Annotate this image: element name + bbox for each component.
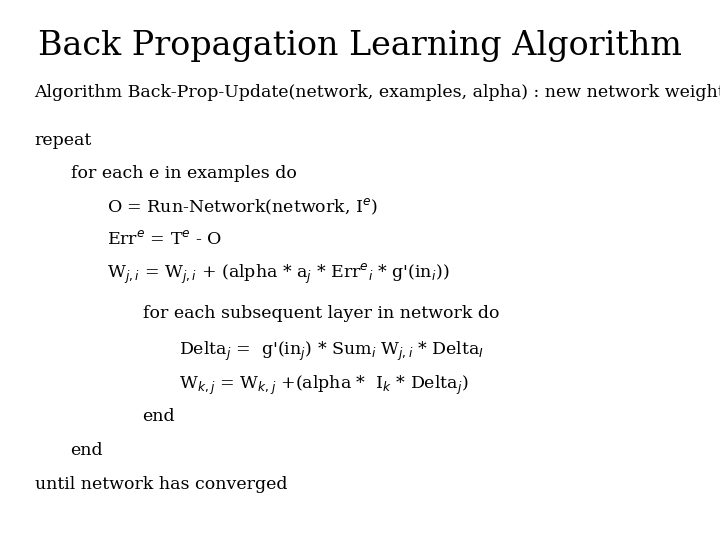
Text: Algorithm Back-Prop-Update(network, examples, alpha) : new network weights: Algorithm Back-Prop-Update(network, exam… xyxy=(35,84,720,100)
Text: Err$^e$ = T$^e$ - O: Err$^e$ = T$^e$ - O xyxy=(107,230,222,247)
Text: end: end xyxy=(71,442,103,459)
Text: until network has converged: until network has converged xyxy=(35,476,287,493)
Text: W$_{j,i}$ = W$_{j,i}$ + (alpha * a$_j$ * Err$^e$$_i$ * g'(in$_i$)): W$_{j,i}$ = W$_{j,i}$ + (alpha * a$_j$ *… xyxy=(107,262,449,286)
Text: O = Run-Network(network, I$^e$): O = Run-Network(network, I$^e$) xyxy=(107,197,377,217)
Text: Delta$_j$ =  g'(in$_j$) * Sum$_i$ W$_{j,i}$ * Delta$_I$: Delta$_j$ = g'(in$_j$) * Sum$_i$ W$_{j,i… xyxy=(179,340,484,363)
Text: for each e in examples do: for each e in examples do xyxy=(71,165,297,181)
Text: for each subsequent layer in network do: for each subsequent layer in network do xyxy=(143,305,499,322)
Text: Back Propagation Learning Algorithm: Back Propagation Learning Algorithm xyxy=(38,30,682,62)
Text: repeat: repeat xyxy=(35,132,92,149)
Text: W$_{k,j}$ = W$_{k,j}$ +(alpha *  I$_k$ * Delta$_j$): W$_{k,j}$ = W$_{k,j}$ +(alpha * I$_k$ * … xyxy=(179,374,468,397)
Text: end: end xyxy=(143,408,175,425)
